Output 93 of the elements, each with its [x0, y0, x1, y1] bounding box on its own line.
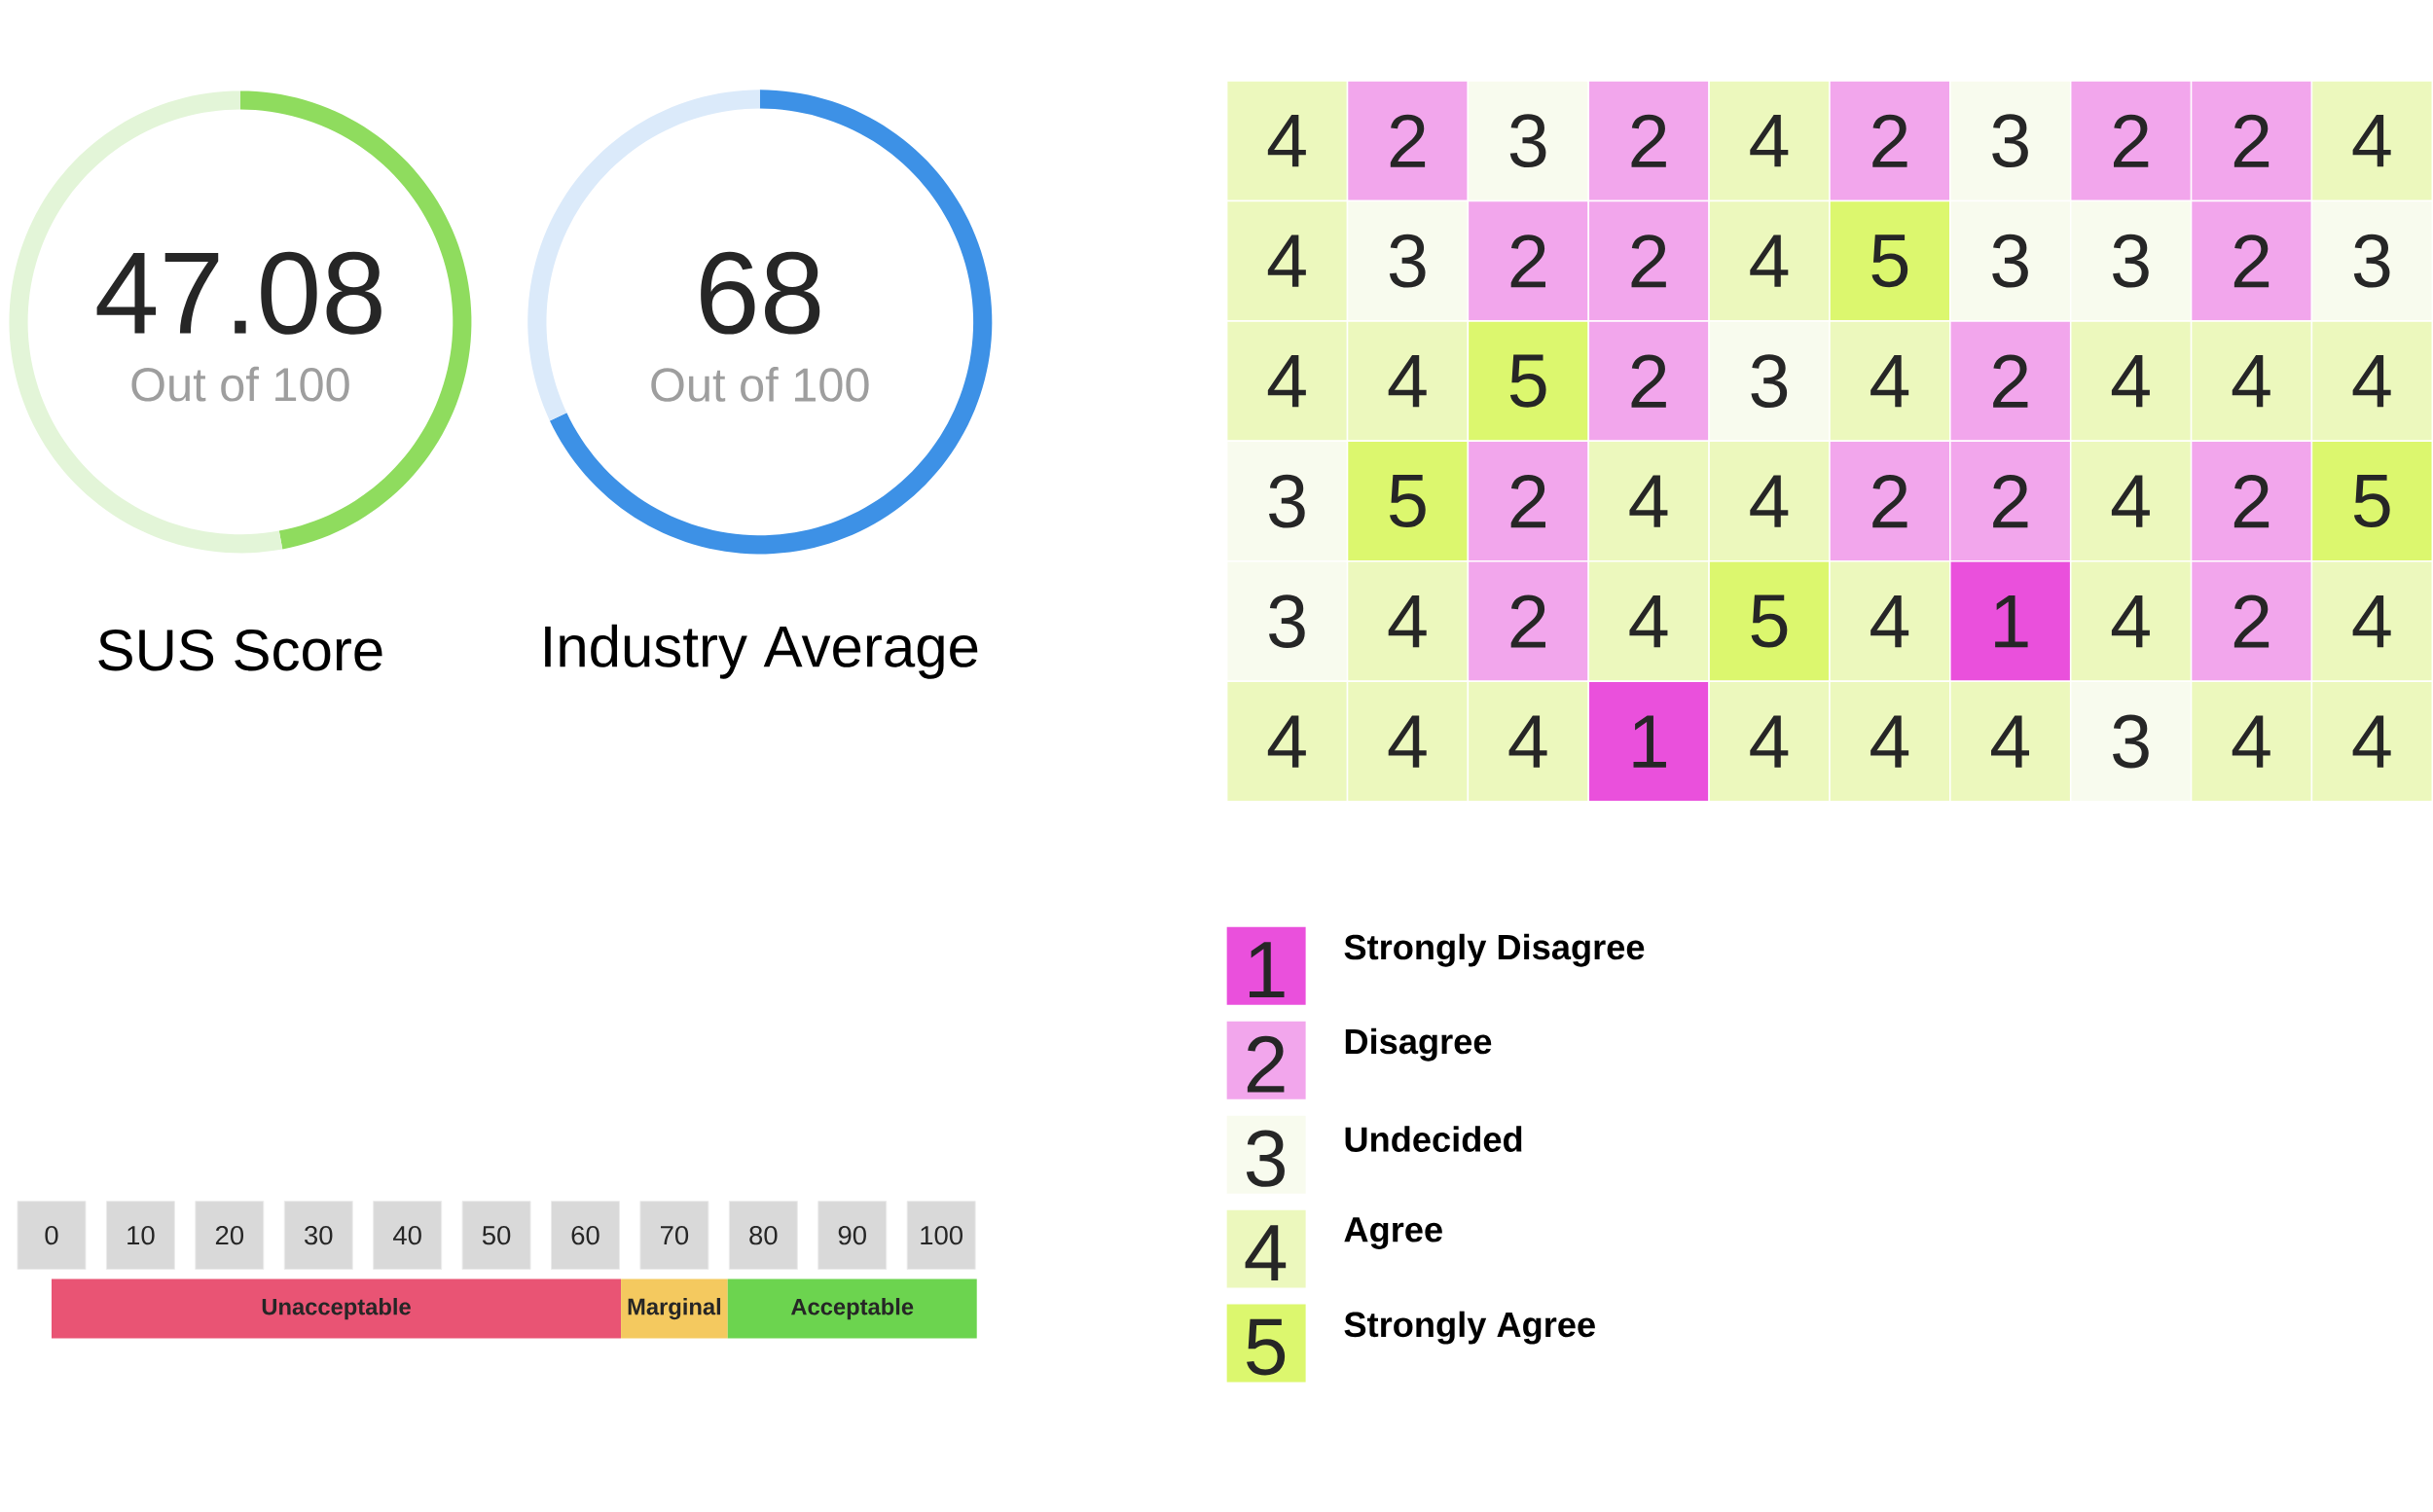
data-label: 5 — [2353, 475, 2390, 528]
data-label: 2 — [1390, 114, 1426, 167]
data-label: 2 — [1631, 354, 1666, 408]
x-tick-label: 90 — [838, 1226, 866, 1245]
data-label: 4 — [1388, 595, 1427, 648]
data-label: 3 — [2113, 714, 2149, 769]
data-label: 4 — [1267, 715, 1306, 768]
data-label: 2 — [1510, 594, 1545, 648]
data-label: 2 — [1631, 114, 1666, 167]
x-tick-label: 20 — [215, 1226, 244, 1245]
data-label: 4 — [1388, 355, 1427, 408]
data-label: 1 — [1633, 715, 1666, 768]
series-label: Unacceptable — [262, 1298, 411, 1320]
data-label: 2 — [2233, 114, 2270, 167]
data-label: 1 — [1995, 595, 2028, 648]
series-label: Acceptable — [790, 1298, 914, 1320]
x-tick-label: 50 — [482, 1226, 511, 1245]
data-label: 5 — [1509, 354, 1546, 408]
category-label: Disagree — [1345, 1027, 1492, 1062]
data-label: 1 — [1249, 942, 1285, 998]
x-tick-label: 70 — [661, 1226, 689, 1245]
bar — [727, 1278, 977, 1339]
data-label: 3 — [2353, 234, 2390, 288]
bar — [621, 1278, 728, 1339]
data-label: 4 — [1267, 234, 1306, 288]
data-label: 4 — [2352, 115, 2391, 167]
data-label: 4 — [2352, 715, 2391, 768]
data-label: 3 — [1751, 354, 1788, 409]
data-label: 2 — [1510, 475, 1545, 528]
data-label: 5 — [1871, 234, 1908, 288]
data-label: 4 — [1388, 715, 1427, 768]
data-label: 2 — [2233, 234, 2270, 288]
data-label: 4 — [1750, 234, 1789, 288]
bar — [51, 1278, 622, 1339]
data-label: 4 — [2111, 595, 2150, 648]
data-label: 4 — [1750, 715, 1789, 768]
data-label: 4 — [1870, 595, 1909, 648]
data-label: 4 — [2352, 595, 2391, 648]
data-label: 3 — [1509, 114, 1546, 168]
data-label: 4 — [1508, 715, 1547, 768]
category-label: Strongly Disagree — [1344, 933, 1645, 967]
data-label: 68 — [701, 251, 820, 335]
data-label: 2 — [2233, 594, 2270, 648]
data-label: 3 — [1269, 594, 1305, 649]
category-label: Undecided — [1345, 1126, 1522, 1153]
data-label: 47.08 — [96, 252, 381, 335]
data-label: 4 — [1870, 715, 1909, 768]
data-label: 5 — [1389, 475, 1426, 528]
category-label: Agree — [1344, 1217, 1442, 1250]
data-label: 4 — [1267, 115, 1306, 167]
category-label: Strongly Agree — [1344, 1311, 1595, 1345]
x-tick-label: 60 — [571, 1226, 599, 1245]
data-label: 2 — [1631, 234, 1666, 288]
data-label: 4 — [1267, 355, 1306, 408]
data-label: 4 — [2232, 355, 2270, 408]
data-label: 4 — [1870, 355, 1909, 408]
data-label: 4 — [1750, 475, 1789, 527]
data-label: 4 — [1629, 595, 1668, 648]
data-label: 3 — [1389, 234, 1426, 288]
data-label: 2 — [1993, 475, 2028, 528]
data-label: 2 — [1510, 234, 1545, 288]
data-label: 5 — [1751, 594, 1788, 648]
data-label: 3 — [1992, 114, 2028, 168]
data-label: 4 — [1991, 715, 2030, 768]
text: Out of 100 — [651, 367, 869, 403]
data-label: 3 — [1992, 234, 2028, 288]
x-tick-label: 0 — [45, 1226, 58, 1245]
data-label: 4 — [2111, 475, 2150, 527]
data-label: 2 — [2233, 475, 2270, 528]
x-tick-label: 30 — [305, 1226, 333, 1245]
data-label: 5 — [1247, 1319, 1286, 1376]
data-label: 2 — [1247, 1036, 1285, 1093]
text: Out of 100 — [131, 367, 349, 402]
data-label: 4 — [2352, 355, 2391, 408]
x-tick-label: 80 — [749, 1226, 778, 1245]
series-label: Marginal — [628, 1298, 721, 1320]
data-label: 2 — [1872, 475, 1907, 528]
data-label: 4 — [1750, 115, 1789, 167]
data-label: 3 — [1269, 474, 1305, 528]
data-label: 4 — [1245, 1225, 1287, 1281]
x-tick-label: 40 — [392, 1226, 421, 1245]
data-label: 4 — [1629, 475, 1668, 527]
x-tick-label: 10 — [127, 1226, 155, 1245]
data-label: 3 — [2113, 234, 2149, 288]
data-label: 3 — [1246, 1130, 1285, 1188]
data-label: 4 — [2232, 715, 2270, 768]
text: Industry Average — [545, 624, 978, 679]
data-label: 2 — [1872, 114, 1907, 167]
x-tick-label: 100 — [921, 1226, 963, 1245]
data-label: 2 — [2113, 114, 2149, 167]
data-label: 2 — [1993, 354, 2028, 408]
text: SUS Score — [98, 630, 382, 671]
data-label: 4 — [2111, 355, 2150, 408]
